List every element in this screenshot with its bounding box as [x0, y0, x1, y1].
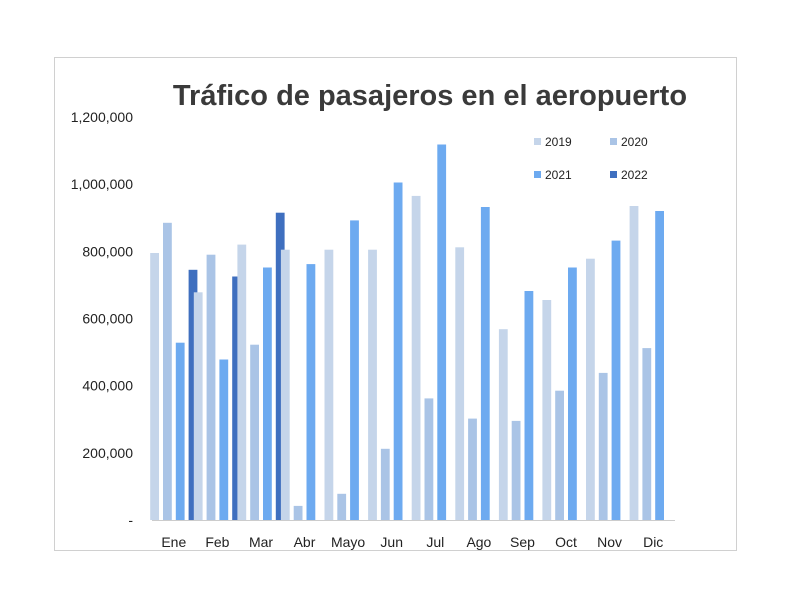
legend-label-2022: 2022: [621, 168, 648, 182]
bar-2021-Ene: [175, 342, 185, 520]
bar-2022-Ene: [188, 269, 198, 520]
x-tick-label: Oct: [555, 534, 577, 550]
bar-2022-Feb: [232, 276, 241, 520]
chart-title: Tráfico de pasajeros en el aeropuerto: [173, 80, 687, 112]
chart-frame: [54, 57, 737, 551]
x-tick-label: Mayo: [331, 534, 365, 550]
legend: 2019 2020 2021 2022: [534, 135, 648, 182]
bar-2021-Feb: [219, 359, 229, 520]
legend-swatch-2021: [534, 171, 541, 178]
x-tick-label: Jun: [380, 534, 403, 550]
bar-2020-Mayo: [337, 493, 347, 520]
x-tick-label: Ago: [466, 534, 491, 550]
x-tick-label: Abr: [294, 534, 316, 550]
bar-2021-Oct: [568, 267, 577, 520]
y-tick-label: 200,000: [82, 445, 133, 461]
bar-2021-Nov: [611, 240, 621, 520]
x-tick-label: Nov: [597, 534, 622, 550]
bar-2020-Sep: [511, 420, 521, 520]
legend-swatch-2019: [534, 138, 541, 145]
bar-2021-Jul: [437, 144, 447, 520]
legend-label-2021: 2021: [545, 168, 572, 182]
legend-swatch-2020: [610, 138, 617, 145]
x-tick-label: Jul: [426, 534, 444, 550]
bar-2019-Nov: [586, 258, 595, 520]
bar-2019-Ago: [455, 247, 465, 521]
bar-2021-Jun: [393, 182, 403, 520]
legend-label-2019: 2019: [545, 135, 572, 149]
bar-2021-Ago: [480, 207, 490, 520]
bar-2020-Abr: [293, 505, 303, 520]
bar-2019-Mayo: [324, 249, 334, 520]
bar-2021-Mar: [263, 267, 272, 520]
y-tick-label: 800,000: [82, 243, 133, 259]
x-tick-label: Mar: [249, 534, 273, 550]
bar-2021-Abr: [306, 264, 316, 520]
bar-2020-Mar: [250, 344, 259, 520]
bar-2020-Nov: [598, 372, 608, 520]
bar-2019-Jul: [411, 195, 421, 520]
bar-2019-Dic: [629, 206, 639, 520]
bar-2019-Feb: [193, 292, 203, 520]
bar-2021-Mayo: [350, 220, 359, 520]
y-tick-label: 1,000,000: [71, 176, 133, 192]
y-tick-label: -: [128, 512, 133, 528]
y-tick-label: 600,000: [82, 311, 133, 327]
bar-2020-Feb: [206, 254, 216, 520]
x-tick-label: Feb: [205, 534, 229, 550]
bar-2019-Oct: [542, 300, 552, 520]
bar-2020-Ene: [163, 222, 172, 521]
x-axis: Ene Feb Mar Abr Mayo Jun Jul Ago Sep Oct Nov Dic: [152, 520, 675, 550]
bar-2019-Sep: [498, 329, 508, 520]
bar-2020-Oct: [555, 390, 564, 520]
bar-2022-Mar: [275, 212, 285, 520]
legend-swatch-2022: [610, 171, 617, 178]
x-tick-label: Sep: [510, 534, 535, 550]
bar-2019-Mar: [237, 244, 247, 520]
bar-2020-Jun: [380, 448, 390, 520]
bar-2021-Sep: [524, 291, 534, 520]
y-tick-label: 1,200,000: [71, 109, 133, 125]
x-tick-label: Ene: [161, 534, 186, 550]
bar-2020-Jul: [424, 398, 434, 520]
legend-label-2020: 2020: [621, 135, 648, 149]
bar-2020-Dic: [642, 348, 652, 520]
bar-2019-Ene: [150, 253, 159, 520]
bars: [150, 144, 664, 521]
y-axis: - 200,000 400,000 600,000 800,000 1,000,000 1,…: [71, 109, 134, 528]
x-tick-label: Dic: [643, 534, 663, 550]
bar-2020-Ago: [468, 418, 477, 520]
bar-2019-Abr: [280, 249, 290, 520]
bar-2021-Dic: [655, 211, 664, 520]
bar-2019-Jun: [368, 249, 377, 520]
y-tick-label: 400,000: [82, 378, 133, 394]
